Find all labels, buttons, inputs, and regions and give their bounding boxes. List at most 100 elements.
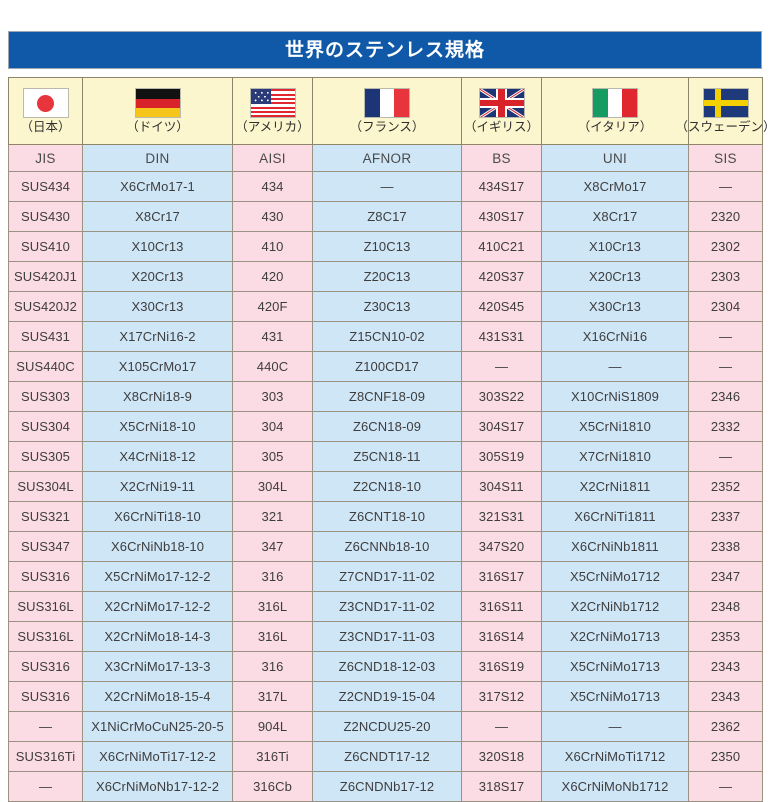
table-cell: —: [542, 712, 689, 742]
table-cell: Z10C13: [313, 232, 462, 262]
table-cell: 420: [233, 262, 313, 292]
table-cell: 2338: [689, 532, 763, 562]
table-cell: 2362: [689, 712, 763, 742]
table-cell: SUS430: [9, 202, 83, 232]
table-cell: 420F: [233, 292, 313, 322]
table-cell: 304: [233, 412, 313, 442]
table-cell: 303: [233, 382, 313, 412]
table-cell: SUS316L: [9, 622, 83, 652]
country-header-cell: （イタリア）: [542, 78, 689, 145]
standard-name-cell: UNI: [542, 145, 689, 172]
table-cell: 2320: [689, 202, 763, 232]
standards-table: （日本） （ドイツ） （アメリカ） （フランス） （イギリス） （イタリア） （スウェー…: [8, 77, 763, 802]
table-cell: X20Cr13: [542, 262, 689, 292]
table-cell: 318S17: [462, 772, 542, 802]
table-cell: 410: [233, 232, 313, 262]
table-cell: X6CrNiMoTi17-12-2: [83, 742, 233, 772]
standard-name-cell: SIS: [689, 145, 763, 172]
table-cell: 2304: [689, 292, 763, 322]
table-cell: 2337: [689, 502, 763, 532]
se-flag-icon: [703, 88, 749, 118]
table-cell: 316Cb: [233, 772, 313, 802]
table-cell: SUS316L: [9, 592, 83, 622]
table-cell: 431S31: [462, 322, 542, 352]
table-cell: X105CrMo17: [83, 352, 233, 382]
country-flag-row: （日本） （ドイツ） （アメリカ） （フランス） （イギリス） （イタリア） （スウェー…: [9, 78, 763, 145]
table-cell: X6CrNiMoTi1712: [542, 742, 689, 772]
table-cell: 305S19: [462, 442, 542, 472]
table-cell: Z2NCDU25-20: [313, 712, 462, 742]
table-cell: X20Cr13: [83, 262, 233, 292]
table-cell: X6CrMo17-1: [83, 172, 233, 202]
table-cell: X8Cr17: [83, 202, 233, 232]
table-cell: 316: [233, 562, 313, 592]
table-cell: Z3CND17-11-03: [313, 622, 462, 652]
table-cell: —: [542, 352, 689, 382]
table-cell: Z6CNDNb17-12: [313, 772, 462, 802]
table-cell: X2CrNiMo18-15-4: [83, 682, 233, 712]
table-cell: Z6CNDT17-12: [313, 742, 462, 772]
table-cell: Z30C13: [313, 292, 462, 322]
table-cell: 304S11: [462, 472, 542, 502]
standards-table-wrapper: （日本） （ドイツ） （アメリカ） （フランス） （イギリス） （イタリア） （スウェー…: [8, 77, 762, 802]
table-cell: X6CrNiNb18-10: [83, 532, 233, 562]
table-cell: X6CrNiTi1811: [542, 502, 689, 532]
country-name-label: （フランス）: [350, 121, 425, 134]
standard-name-cell: AISI: [233, 145, 313, 172]
table-cell: 2303: [689, 262, 763, 292]
table-cell: —: [462, 712, 542, 742]
table-cell: X2CrNi19-11: [83, 472, 233, 502]
table-cell: —: [689, 352, 763, 382]
de-flag-icon: [135, 88, 181, 118]
table-cell: —: [689, 442, 763, 472]
standard-name-cell: JIS: [9, 145, 83, 172]
table-cell: SUS347: [9, 532, 83, 562]
table-cell: 2346: [689, 382, 763, 412]
table-cell: Z100CD17: [313, 352, 462, 382]
table-cell: Z2CN18-10: [313, 472, 462, 502]
table-cell: 347: [233, 532, 313, 562]
country-header-cell: （日本）: [9, 78, 83, 145]
table-cell: 430S17: [462, 202, 542, 232]
country-header-inner: （スウェーデン）: [689, 88, 762, 134]
us-flag-icon: [250, 88, 296, 118]
country-header-inner: （アメリカ）: [233, 88, 312, 134]
standard-name-cell: DIN: [83, 145, 233, 172]
table-cell: 321S31: [462, 502, 542, 532]
table-cell: 304S17: [462, 412, 542, 442]
table-cell: 347S20: [462, 532, 542, 562]
table-cell: X10Cr13: [542, 232, 689, 262]
table-cell: —: [689, 772, 763, 802]
table-cell: X7CrNi1810: [542, 442, 689, 472]
table-cell: —: [689, 172, 763, 202]
country-header-inner: （フランス）: [313, 88, 461, 134]
table-cell: SUS316: [9, 562, 83, 592]
table-cell: —: [9, 772, 83, 802]
table-cell: 2332: [689, 412, 763, 442]
country-name-label: （イタリア）: [578, 121, 653, 134]
table-cell: SUS316Ti: [9, 742, 83, 772]
table-cell: SUS305: [9, 442, 83, 472]
table-cell: X17CrNi16-2: [83, 322, 233, 352]
table-cell: 420S37: [462, 262, 542, 292]
table-cell: SUS304: [9, 412, 83, 442]
table-cell: X10Cr13: [83, 232, 233, 262]
table-cell: SUS420J1: [9, 262, 83, 292]
country-header-cell: （イギリス）: [462, 78, 542, 145]
country-header-inner: （イギリス）: [462, 88, 541, 134]
table-cell: X30Cr13: [83, 292, 233, 322]
country-name-label: （スウェーデン）: [676, 121, 770, 134]
country-name-label: （ドイツ）: [126, 121, 189, 134]
country-header-inner: （ドイツ）: [83, 88, 232, 134]
table-cell: 316L: [233, 592, 313, 622]
